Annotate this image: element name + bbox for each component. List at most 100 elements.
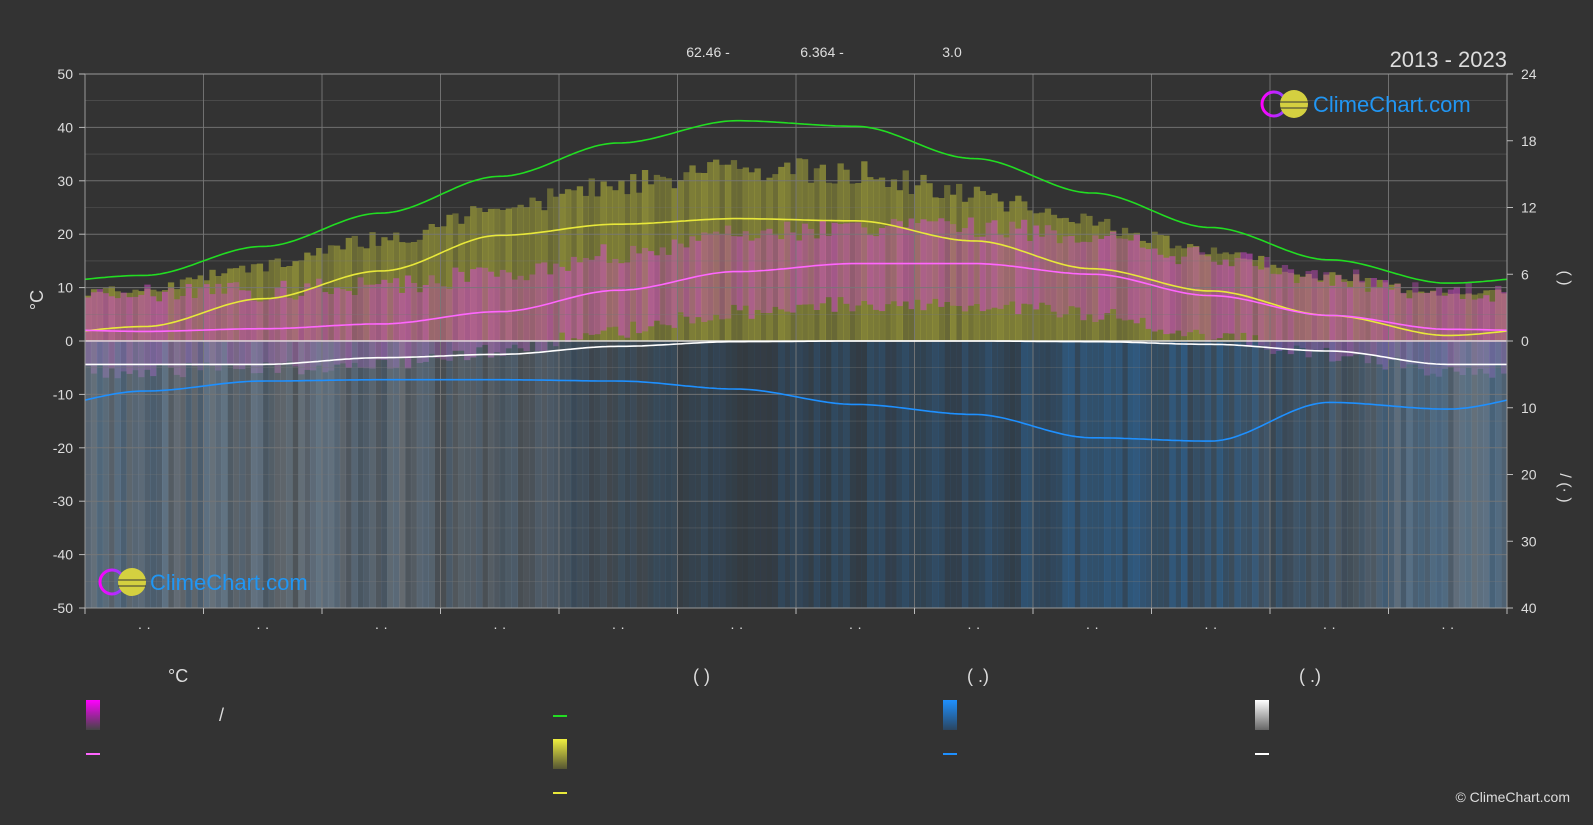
- sunshine-band: [428, 224, 435, 341]
- sunshine-band: [766, 177, 773, 341]
- snowfall-band: [588, 342, 595, 608]
- precipitation-band: [641, 342, 649, 608]
- sunshine-band: [1086, 215, 1093, 341]
- snowfall-band: [203, 342, 210, 608]
- precipitation-band: [179, 342, 187, 608]
- precipitation-band: [209, 342, 216, 608]
- sunshine-band: [1418, 291, 1425, 341]
- snowfall-band: [1358, 342, 1366, 608]
- precipitation-band: [215, 342, 222, 608]
- snowfall-band: [630, 342, 637, 608]
- sunshine-band: [1044, 208, 1052, 341]
- temperature-band: [742, 231, 749, 306]
- snowfall-band: [529, 342, 536, 608]
- sunshine-band: [1092, 225, 1099, 341]
- y-left-tick-label: 20: [57, 226, 73, 242]
- sunshine-band: [339, 249, 347, 341]
- precipitation-band: [221, 342, 228, 608]
- precipitation-band: [482, 342, 489, 608]
- sunshine-band: [1068, 222, 1075, 341]
- snowfall-band: [1258, 342, 1265, 608]
- snowfall-band: [286, 342, 293, 608]
- x-tick-label: · ·: [1441, 619, 1454, 635]
- precipitation-band: [778, 342, 785, 608]
- temperature-band: [813, 238, 821, 310]
- snowfall-band: [511, 342, 518, 608]
- snowfall-band: [1353, 342, 1360, 608]
- precipitation-band: [1275, 342, 1283, 608]
- precipitation-band: [227, 342, 234, 608]
- sunshine-band: [689, 165, 696, 341]
- temperature-band: [262, 300, 270, 363]
- temperature-band: [298, 295, 305, 375]
- snowfall-line: [85, 340, 1507, 366]
- y-left-tick-label: 30: [57, 173, 73, 189]
- temperature-band: [1287, 269, 1295, 355]
- sunshine-band: [262, 271, 270, 341]
- snowfall-band: [1335, 342, 1342, 608]
- temperature-band: [701, 232, 708, 322]
- temperature-band: [1198, 252, 1206, 334]
- temperature-band: [327, 294, 335, 371]
- sunshine-band: [167, 282, 175, 341]
- sunshine-band: [724, 164, 732, 341]
- precipitation-band: [1163, 342, 1170, 608]
- temperature-band: [938, 218, 945, 307]
- precipitation-band: [102, 342, 110, 608]
- snowfall-band: [618, 342, 625, 608]
- temperature-band: [446, 288, 453, 361]
- period-label: 2013 - 2023: [1390, 47, 1507, 72]
- y-left-tick-label: 10: [57, 280, 73, 296]
- precipitation-band: [191, 342, 198, 608]
- precipitation-band: [766, 342, 773, 608]
- temperature-band: [647, 251, 655, 327]
- precipitation-band: [742, 342, 749, 608]
- precipitation-band: [1116, 342, 1123, 608]
- sunshine-band: [499, 210, 507, 341]
- temperature-band: [683, 247, 690, 317]
- precipitation-band: [233, 342, 240, 608]
- temperature-band: [553, 263, 560, 347]
- sunshine-band: [132, 289, 139, 341]
- precipitation-band: [1139, 342, 1146, 608]
- temperature-band: [499, 269, 507, 356]
- x-tick-label: · ·: [493, 619, 506, 635]
- snowfall-band: [594, 342, 601, 608]
- snowfall-band: [167, 342, 175, 608]
- snowfall-band: [1477, 342, 1484, 608]
- precipitation-band: [547, 342, 554, 608]
- temperature-band: [1418, 293, 1425, 370]
- precipitation-band: [855, 342, 862, 608]
- sunshine-band: [659, 176, 666, 341]
- precipitation-band: [280, 342, 287, 608]
- temperature-band: [1258, 269, 1265, 346]
- logo-icon: [1260, 90, 1308, 118]
- sunshine-band: [511, 207, 518, 341]
- snowfall-band: [227, 342, 234, 608]
- precipitation-band: [612, 342, 619, 608]
- temperature-band: [1086, 242, 1093, 315]
- temperature-band: [1216, 264, 1223, 339]
- temperature-band: [1015, 228, 1022, 315]
- sunshine-band: [890, 179, 898, 341]
- snowfall-band: [150, 342, 157, 608]
- sunshine-band: [1317, 280, 1324, 341]
- temperature-band: [1341, 281, 1348, 357]
- snowfall-band: [250, 342, 258, 608]
- precipitation-band: [1121, 342, 1129, 608]
- precipitation-band: [890, 342, 898, 608]
- snowfall-band: [1418, 342, 1425, 608]
- sunshine-band: [807, 182, 815, 341]
- sunshine-band: [1400, 293, 1407, 341]
- precipitation-band: [339, 342, 347, 608]
- temperature-band: [967, 217, 975, 306]
- temperature-band: [156, 301, 163, 365]
- temperature-band: [707, 233, 714, 321]
- y-left-tick-label: -40: [53, 547, 73, 563]
- snowfall-band: [387, 342, 394, 608]
- snowfall-band: [576, 342, 584, 608]
- precipitation-band: [606, 342, 613, 608]
- snowfall-band: [304, 342, 311, 608]
- precipitation-band: [541, 342, 548, 608]
